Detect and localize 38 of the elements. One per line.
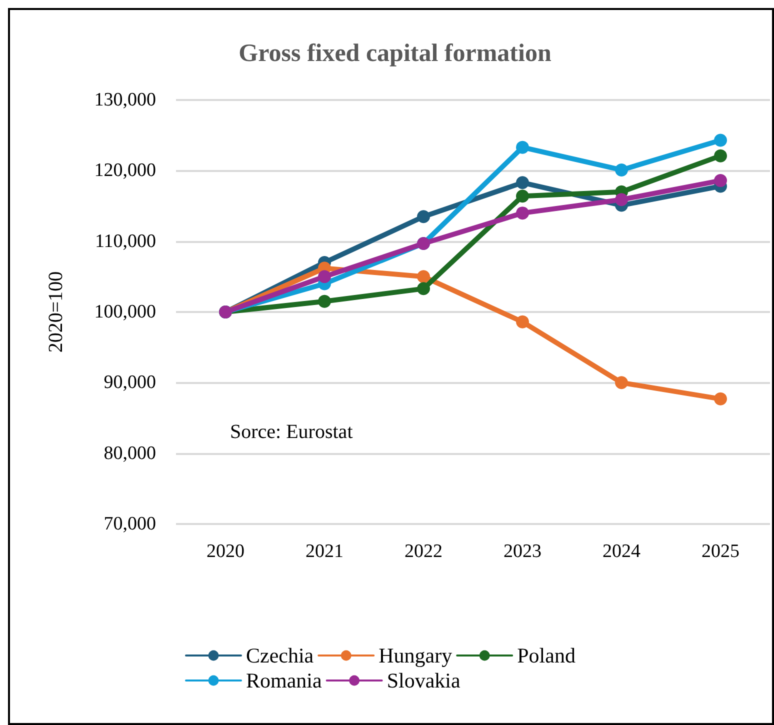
- x-tick-label: 2025: [702, 541, 740, 562]
- x-tick-label: 2022: [404, 541, 442, 562]
- point: [516, 190, 529, 203]
- point: [714, 392, 727, 406]
- annotation: Sorce: Eurostat: [230, 421, 354, 443]
- point: [516, 176, 529, 190]
- x-tick-label: 2020: [206, 541, 244, 562]
- y-tick-label: 90,000: [104, 372, 156, 394]
- point: [615, 163, 628, 176]
- legend-label: Slovakia: [386, 668, 461, 692]
- legend-label: Czechia: [246, 644, 314, 668]
- point: [714, 174, 727, 188]
- point: [318, 270, 331, 284]
- x-tick-label: 2024: [602, 541, 641, 562]
- legend-label: Poland: [517, 644, 576, 668]
- point: [615, 193, 628, 206]
- point: [516, 206, 529, 220]
- point: [615, 376, 628, 390]
- point: [417, 210, 430, 224]
- y-tick-label: 130,000: [94, 90, 156, 110]
- y-axis-title: 2020=100: [45, 271, 67, 353]
- y-tick-label: 120,000: [94, 160, 156, 182]
- chart-title: Gross fixed capital formation: [238, 40, 552, 67]
- y-tick-label: 80,000: [104, 442, 156, 464]
- y-tick-label: 100,000: [94, 302, 156, 322]
- x-tick-label: 2021: [306, 541, 344, 562]
- point: [714, 134, 727, 147]
- point: [417, 282, 430, 296]
- point: [417, 270, 430, 284]
- point: [516, 140, 529, 154]
- legend-label: Romania: [246, 668, 322, 692]
- point: [318, 294, 331, 308]
- y-tick-label: 70,000: [104, 514, 156, 534]
- point: [516, 315, 529, 328]
- y-tick-label: 110,000: [94, 230, 156, 252]
- point: [714, 149, 727, 162]
- legend-label: Hungary: [378, 644, 453, 668]
- x-tick-label: 2023: [504, 541, 542, 562]
